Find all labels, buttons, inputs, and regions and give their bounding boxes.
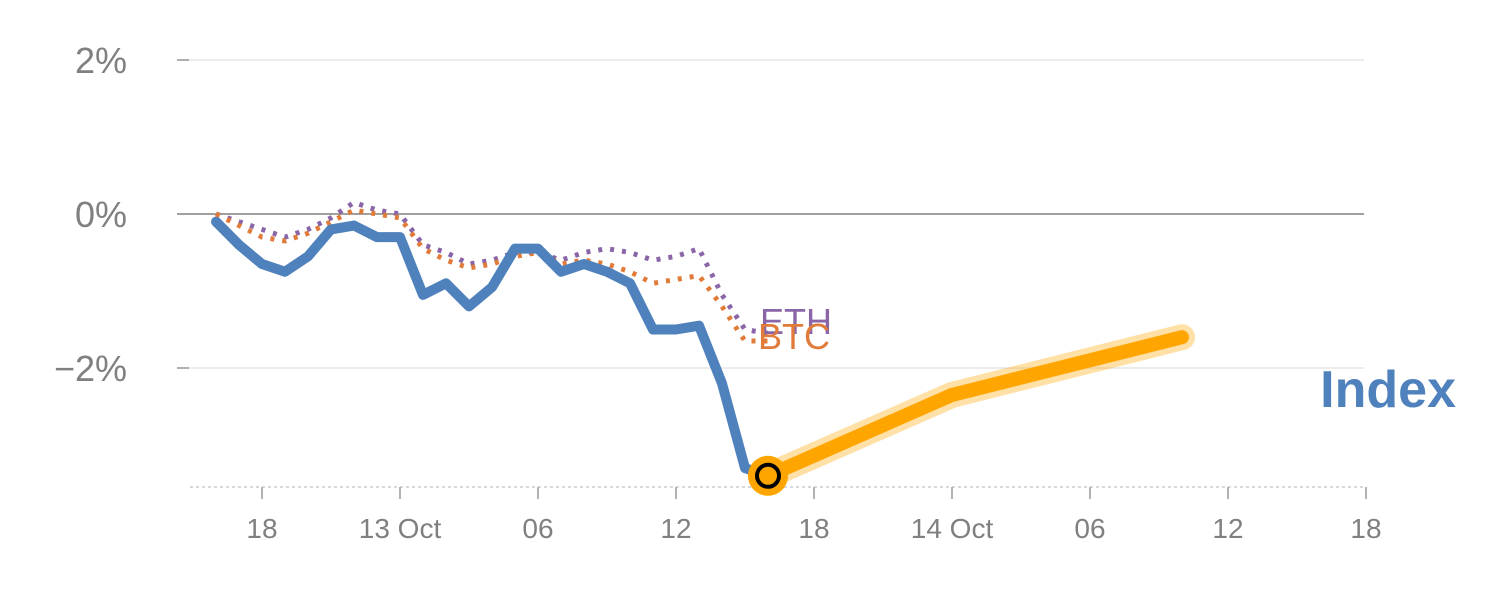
x-tick-label: 18	[246, 513, 277, 544]
x-tick-label: 12	[660, 513, 691, 544]
x-tick-label: 18	[1350, 513, 1381, 544]
y-tick-label: −2%	[54, 348, 127, 389]
x-tick-label: 06	[522, 513, 553, 544]
x-axis: 18 13 Oct 06 12 18 14 Oct 06 12 18	[190, 486, 1382, 544]
index-projection-series-line	[761, 330, 1189, 483]
index-series-line	[211, 216, 773, 481]
x-tick-label: 18	[798, 513, 829, 544]
eth-series-line	[215, 199, 769, 336]
series-layer	[211, 199, 1195, 496]
index-label: Index	[1320, 361, 1456, 419]
btc-series-line	[214, 207, 768, 344]
btc-label: BTC	[758, 316, 830, 357]
x-tick-label: 06	[1074, 513, 1105, 544]
x-tick-label: 14 Oct	[911, 513, 994, 544]
y-tick-label: 2%	[75, 40, 127, 81]
y-tick-label: 0%	[75, 194, 127, 235]
eth-label: ETH	[760, 301, 832, 342]
x-tick-label: 13 Oct	[359, 513, 442, 544]
highlight-point-marker	[755, 462, 781, 489]
x-tick-label: 12	[1212, 513, 1243, 544]
y-axis-labels: 2% 0% −2%	[54, 40, 127, 389]
